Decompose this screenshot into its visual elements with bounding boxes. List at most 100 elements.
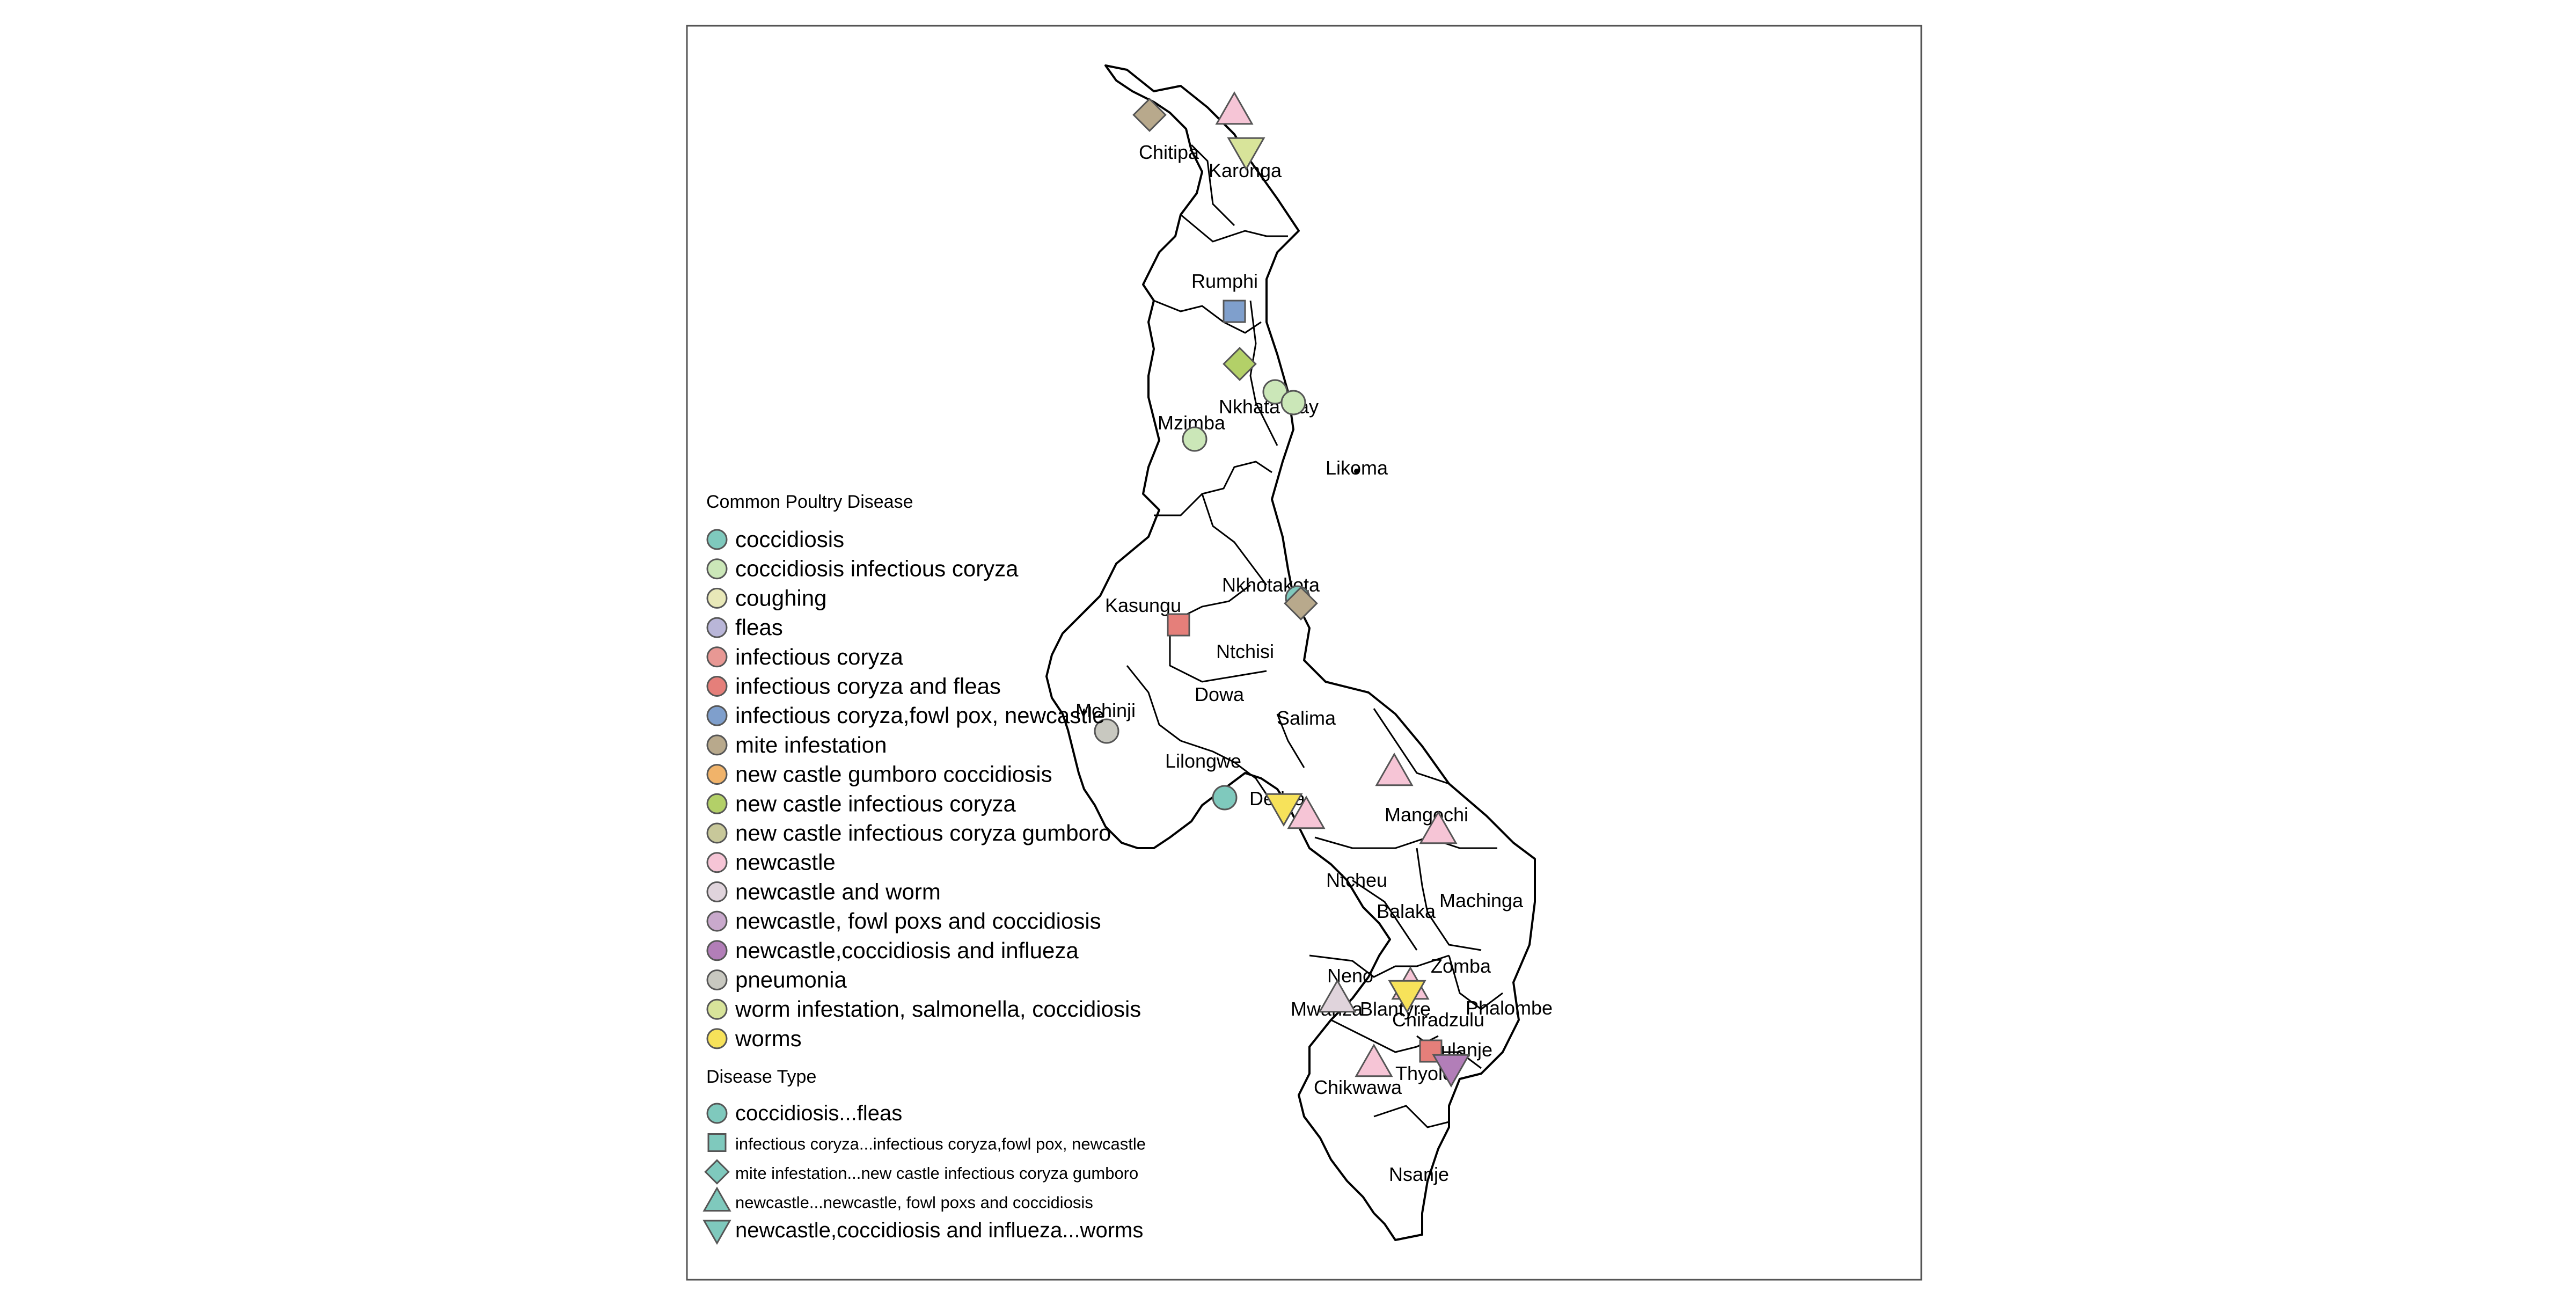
legend-colour-label: new castle infectious coryza [735, 791, 1016, 816]
legend-colour-label: infectious coryza and fleas [735, 674, 1001, 699]
border-chikwawa-nsanje [1373, 1105, 1450, 1128]
point-chikwawa-newcastle-triangle [1355, 1043, 1393, 1077]
legend-shape-label: newcastle...newcastle, fowl poxs and coc… [735, 1193, 1093, 1212]
likoma-island [1354, 469, 1359, 474]
border-zomba-phalombe [1448, 955, 1503, 1010]
legend-colour-key [706, 617, 728, 638]
border-balaka-machinga [1416, 848, 1482, 951]
legend-shape-key-square [707, 1133, 727, 1152]
point-dedza-worms-triangle-down [1264, 793, 1303, 827]
legend-colour-label: coughing [735, 585, 826, 610]
district-label-ntchisi: Ntchisi [1216, 640, 1274, 662]
legend-colour-key [706, 529, 728, 550]
district-label-kasungu: Kasungu [1105, 594, 1181, 616]
legend-colour-item-worms: worms [706, 1026, 802, 1051]
legend-colour-label: newcastle and worm [735, 879, 941, 904]
legend-shape-item-triangle-down: newcastle,coccidiosis and influeza...wor… [702, 1219, 1143, 1245]
legend-colour-key [706, 587, 728, 609]
district-label-rumphi: Rumphi [1191, 270, 1258, 292]
point-mwanza-newcastle-and-worm-triangle [1318, 979, 1357, 1013]
district-label-ntcheu: Ntcheu [1326, 869, 1387, 891]
legend-shape-item-circle: coccidiosis...fleas [706, 1102, 902, 1125]
legend-colour-title: Common Poultry Disease [706, 492, 913, 512]
legend-colour-item-new-castle-infectious-coryza: new castle infectious coryza [706, 791, 1016, 816]
legend-colour-label: newcastle,coccidiosis and influeza [735, 938, 1079, 963]
point-mzimba-coccidiosis-infectious-coryza-circle [1182, 426, 1208, 452]
district-label-machinga: Machinga [1439, 889, 1524, 911]
border-karonga-rumphi [1180, 214, 1288, 243]
legend-colour-label: coccidiosis [735, 527, 844, 552]
district-label-nsanje: Nsanje [1389, 1163, 1449, 1185]
district-label-likoma: Likoma [1326, 457, 1388, 479]
border-rumphi-mzimba [1153, 300, 1262, 334]
legend-colour-item-newcastle-and-worm: newcastle and worm [706, 879, 941, 904]
point-nkhotakota-mite-infestation-diamond [1284, 586, 1318, 621]
legend-colour-label: coccidiosis infectious coryza [735, 556, 1019, 581]
border-salima-dedza [1276, 713, 1305, 768]
legend-colour-key [706, 940, 728, 961]
legend-colour-key [706, 881, 728, 902]
legend-colour-key [706, 764, 728, 785]
legend-colour: Common Poultry Disease coccidiosiscoccid… [706, 492, 1141, 1051]
point-mangochi-newcastle-triangle [1419, 810, 1458, 844]
point-karonga-worm-infestation-salmonella-coccidiosis-triangle-down [1227, 137, 1265, 171]
border-mzimba-south [1154, 461, 1272, 516]
legend-colour-item-newcastle: newcastle [706, 850, 836, 875]
point-mangochi-newcastle-triangle [1375, 752, 1414, 786]
legend-shape-key-triangle-down [702, 1220, 731, 1245]
legend-colour-key [706, 822, 728, 844]
legend-colour-label: fleas [735, 615, 783, 640]
legend-shape-items: coccidiosis...fleas infectious coryza...i… [702, 1102, 1146, 1245]
district-label-lilongwe: Lilongwe [1165, 750, 1241, 772]
point-mzimba-new-castle-infectious-coryza-diamond [1223, 347, 1257, 381]
legend-shape-label: mite infestation...new castle infectious… [735, 1164, 1138, 1183]
legend-colour-items: coccidiosis coccidiosis infectious coryza… [706, 527, 1141, 1051]
legend-shape-label: infectious coryza...infectious coryza,fo… [735, 1135, 1146, 1154]
border-kasungu-nkhotakota [1201, 493, 1268, 586]
legend-colour-item-new-castle-gumboro-coccidiosis: new castle gumboro coccidiosis [706, 762, 1052, 787]
border-mchinji-lilongwe [1126, 665, 1181, 742]
district-label-zomba: Zomba [1431, 955, 1491, 977]
legend-shape-key-diamond [704, 1159, 730, 1185]
border-lilongwe-dedza [1180, 740, 1268, 795]
district-label-chikwawa: Chikwawa [1314, 1076, 1402, 1098]
legend-colour-item-mite-infestation: mite infestation [706, 732, 887, 757]
legend-colour-key [706, 998, 728, 1020]
district-label-salima: Salima [1277, 707, 1336, 729]
border-ntchisi-dowa [1169, 623, 1267, 683]
legend-colour-item-newcastle-coccidiosis-and-influeza: newcastle,coccidiosis and influeza [706, 938, 1079, 963]
legend-colour-label: mite infestation [735, 732, 887, 757]
legend-colour-key [706, 558, 728, 580]
legend-colour-key [706, 852, 728, 873]
point-chitipa-newcastle-triangle [1215, 91, 1254, 125]
district-label-phalombe: Phalombe [1466, 997, 1553, 1019]
district-label-blantyre: Blantyre [1360, 998, 1431, 1020]
legend-colour-key [706, 734, 728, 756]
legend-shape-label: newcastle,coccidiosis and influeza...wor… [735, 1219, 1143, 1242]
legend-colour-label: newcastle [735, 850, 836, 875]
legend-colour-label: worm infestation, salmonella, coccidiosi… [735, 996, 1141, 1022]
border-neno-blantyre [1309, 954, 1450, 978]
legend-colour-item-pneumonia: pneumonia [706, 967, 847, 993]
legend-colour-item-infectious-coryza-fowl-pox-newcastle: infectious coryza,fowl pox, newcastle [706, 703, 1105, 728]
point-rumphi-infectious-coryza-fowl-pox-newcastle-square [1223, 300, 1246, 323]
legend-colour-item-coccidiosis-infectious-coryza: coccidiosis infectious coryza [706, 556, 1019, 581]
legend-colour-key [706, 705, 728, 726]
point-lilongwe-coccidiosis-circle [1212, 785, 1238, 811]
legend-colour-label: pneumonia [735, 967, 847, 993]
point-nkhata-bay-coccidiosis-infectious-coryza-circle [1280, 390, 1306, 415]
legend-colour-item-coccidiosis: coccidiosis [706, 527, 844, 552]
border-mangochi-ntcheu [1314, 836, 1497, 849]
border-lake-east [1373, 708, 1450, 785]
legend-colour-key [706, 1028, 728, 1049]
disease-points [1094, 91, 1470, 1088]
legend-colour-key [706, 969, 728, 990]
legend-colour-item-coughing: coughing [706, 585, 826, 610]
legend-shape-item-triangle: newcastle...newcastle, fowl poxs and coc… [702, 1186, 1093, 1212]
legend-colour-key [706, 676, 728, 697]
legend-shape-item-diamond: mite infestation...new castle infectious… [704, 1159, 1138, 1185]
legend-colour-item-fleas: fleas [706, 615, 783, 640]
